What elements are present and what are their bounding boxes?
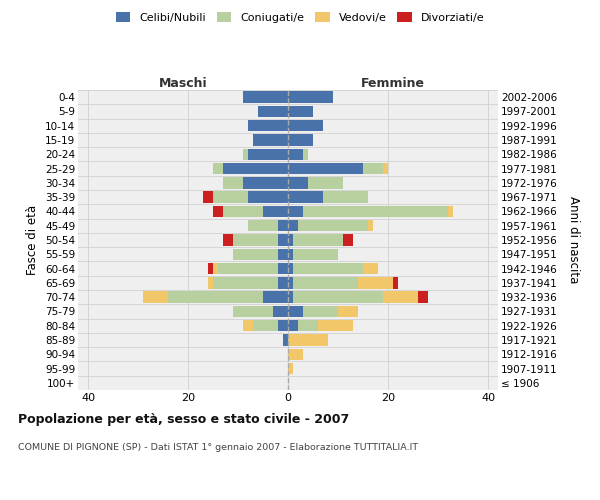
Bar bbox=[288, 134, 313, 145]
Bar bbox=[293, 263, 363, 274]
Bar bbox=[233, 234, 278, 246]
Bar bbox=[303, 206, 448, 217]
Bar bbox=[248, 192, 288, 203]
Bar bbox=[203, 192, 213, 203]
Bar bbox=[288, 220, 298, 232]
Y-axis label: Fasce di età: Fasce di età bbox=[26, 205, 40, 275]
Text: Maschi: Maschi bbox=[158, 77, 208, 90]
Bar bbox=[278, 220, 288, 232]
Bar bbox=[288, 92, 333, 103]
Bar bbox=[208, 263, 213, 274]
Legend: Celibi/Nubili, Coniugati/e, Vedovi/e, Divorziati/e: Celibi/Nubili, Coniugati/e, Vedovi/e, Di… bbox=[111, 8, 489, 28]
Y-axis label: Anni di nascita: Anni di nascita bbox=[567, 196, 580, 284]
Text: Femmine: Femmine bbox=[361, 77, 425, 90]
Bar bbox=[213, 192, 248, 203]
Bar bbox=[293, 292, 383, 303]
Bar bbox=[213, 206, 223, 217]
Bar bbox=[288, 120, 323, 132]
Bar bbox=[278, 263, 288, 274]
Bar bbox=[288, 363, 293, 374]
Bar bbox=[288, 277, 293, 288]
Bar bbox=[248, 148, 288, 160]
Bar bbox=[243, 320, 253, 332]
Bar bbox=[303, 306, 338, 317]
Bar bbox=[288, 348, 303, 360]
Bar bbox=[288, 292, 293, 303]
Bar bbox=[208, 277, 213, 288]
Bar bbox=[223, 177, 243, 188]
Bar bbox=[288, 206, 303, 217]
Bar bbox=[253, 320, 278, 332]
Bar bbox=[248, 120, 288, 132]
Bar bbox=[273, 306, 288, 317]
Bar bbox=[223, 206, 263, 217]
Bar bbox=[298, 220, 368, 232]
Bar bbox=[393, 277, 398, 288]
Bar bbox=[278, 320, 288, 332]
Bar bbox=[288, 192, 323, 203]
Bar bbox=[253, 134, 288, 145]
Bar bbox=[288, 106, 313, 117]
Bar bbox=[278, 234, 288, 246]
Bar bbox=[243, 92, 288, 103]
Bar bbox=[288, 248, 293, 260]
Bar bbox=[338, 306, 358, 317]
Bar bbox=[418, 292, 428, 303]
Bar bbox=[288, 306, 303, 317]
Bar bbox=[263, 206, 288, 217]
Text: Popolazione per età, sesso e stato civile - 2007: Popolazione per età, sesso e stato civil… bbox=[18, 412, 349, 426]
Bar bbox=[278, 277, 288, 288]
Bar bbox=[243, 148, 248, 160]
Bar bbox=[278, 248, 288, 260]
Bar bbox=[288, 320, 298, 332]
Bar bbox=[293, 277, 358, 288]
Bar bbox=[258, 106, 288, 117]
Bar bbox=[223, 234, 233, 246]
Bar bbox=[383, 163, 388, 174]
Bar bbox=[243, 177, 288, 188]
Bar bbox=[283, 334, 288, 345]
Bar bbox=[358, 277, 393, 288]
Bar bbox=[213, 277, 278, 288]
Bar bbox=[323, 192, 368, 203]
Bar bbox=[248, 220, 278, 232]
Bar bbox=[233, 248, 278, 260]
Bar bbox=[233, 306, 273, 317]
Bar bbox=[288, 148, 303, 160]
Bar bbox=[448, 206, 453, 217]
Bar bbox=[363, 263, 378, 274]
Bar bbox=[213, 163, 223, 174]
Bar bbox=[143, 292, 168, 303]
Bar bbox=[293, 248, 338, 260]
Bar bbox=[223, 163, 288, 174]
Text: COMUNE DI PIGNONE (SP) - Dati ISTAT 1° gennaio 2007 - Elaborazione TUTTITALIA.IT: COMUNE DI PIGNONE (SP) - Dati ISTAT 1° g… bbox=[18, 442, 418, 452]
Bar bbox=[298, 320, 318, 332]
Bar bbox=[263, 292, 288, 303]
Bar bbox=[343, 234, 353, 246]
Bar bbox=[288, 163, 363, 174]
Bar bbox=[363, 163, 383, 174]
Bar bbox=[318, 320, 353, 332]
Bar bbox=[368, 220, 373, 232]
Bar bbox=[293, 234, 343, 246]
Bar bbox=[383, 292, 418, 303]
Bar bbox=[288, 334, 328, 345]
Bar bbox=[168, 292, 263, 303]
Bar bbox=[308, 177, 343, 188]
Bar bbox=[218, 263, 278, 274]
Bar bbox=[288, 234, 293, 246]
Bar bbox=[213, 263, 218, 274]
Bar bbox=[288, 263, 293, 274]
Bar bbox=[303, 148, 308, 160]
Bar bbox=[288, 177, 308, 188]
